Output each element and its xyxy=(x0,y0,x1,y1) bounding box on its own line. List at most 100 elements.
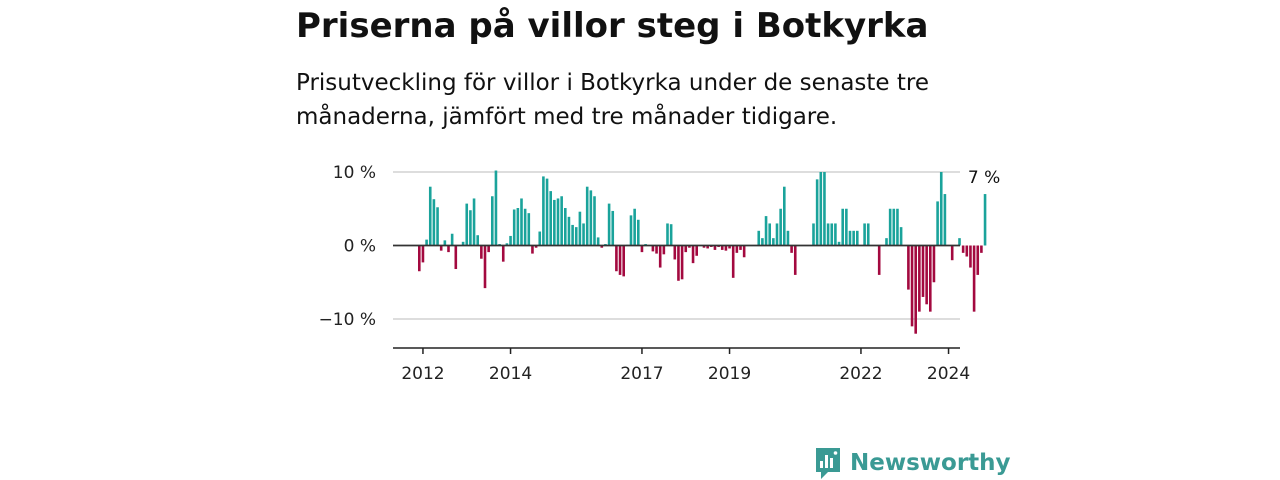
bar xyxy=(885,238,888,246)
bar xyxy=(958,238,961,246)
bar xyxy=(542,176,545,246)
bar xyxy=(600,245,604,248)
bar xyxy=(720,245,724,250)
bar xyxy=(939,172,943,246)
bar xyxy=(943,194,947,246)
bar xyxy=(618,245,622,275)
y-tick-label: −10 % xyxy=(319,310,376,330)
bar xyxy=(432,199,436,246)
bar xyxy=(972,245,976,312)
bar xyxy=(527,213,531,246)
brand-name: Newsworthy xyxy=(850,450,1011,476)
bar xyxy=(907,245,910,290)
bar xyxy=(501,245,505,262)
bar xyxy=(866,223,870,246)
bar xyxy=(483,245,487,289)
y-axis-tick-labels: 10 % 0 % −10 % xyxy=(319,163,376,330)
bar xyxy=(918,245,921,312)
bar xyxy=(925,245,928,305)
bar xyxy=(531,245,534,254)
bars xyxy=(418,170,987,334)
bar xyxy=(764,216,768,246)
x-tick-label: 2014 xyxy=(489,364,532,384)
bar xyxy=(677,245,680,281)
bar xyxy=(841,208,844,246)
last-value-label: 7 % xyxy=(968,168,1000,188)
bar xyxy=(815,179,819,246)
bar xyxy=(772,238,775,246)
bar xyxy=(666,223,669,246)
bar xyxy=(494,170,498,246)
bar xyxy=(848,230,852,246)
bar xyxy=(450,233,454,246)
bar xyxy=(713,245,717,250)
bar xyxy=(578,211,582,246)
bar xyxy=(684,245,688,253)
bar xyxy=(969,245,972,268)
bar xyxy=(961,245,965,253)
bar xyxy=(735,245,739,253)
bar xyxy=(454,245,458,270)
bar xyxy=(480,245,483,259)
bar xyxy=(921,245,925,297)
bar xyxy=(560,196,563,246)
bar xyxy=(673,245,677,260)
bar xyxy=(629,215,633,246)
bar xyxy=(549,191,552,246)
bar xyxy=(553,199,556,246)
bar xyxy=(793,245,797,275)
bar xyxy=(775,223,779,246)
bar xyxy=(637,219,640,246)
bar xyxy=(669,224,673,246)
bar xyxy=(476,235,479,246)
bar xyxy=(965,245,969,257)
y-tick-label: 0 % xyxy=(344,237,376,257)
bar xyxy=(505,243,509,246)
bar xyxy=(819,172,823,246)
bar xyxy=(615,245,618,272)
bar xyxy=(640,245,644,253)
x-tick-label: 2022 xyxy=(839,364,882,384)
bar xyxy=(929,245,932,312)
bar xyxy=(418,245,421,272)
bar xyxy=(658,245,662,268)
x-tick-label: 2012 xyxy=(401,364,444,384)
bar xyxy=(425,239,428,246)
y-tick-label: 10 % xyxy=(333,163,376,183)
bar xyxy=(662,245,666,255)
bar xyxy=(622,245,625,277)
bar xyxy=(823,172,826,246)
x-tick-label: 2024 xyxy=(927,364,970,384)
bar xyxy=(976,245,980,275)
bar xyxy=(607,203,611,246)
bar xyxy=(724,245,728,251)
bar xyxy=(845,208,848,246)
bar xyxy=(812,223,815,246)
bar xyxy=(983,194,987,246)
newsworthy-brand: Newsworthy xyxy=(814,446,1011,480)
bar xyxy=(768,223,771,246)
bar xyxy=(731,245,735,278)
bar xyxy=(786,230,790,246)
bar xyxy=(436,207,439,246)
bar xyxy=(534,245,538,248)
bar xyxy=(856,230,859,246)
bar xyxy=(564,208,567,246)
bar xyxy=(834,223,837,246)
bar xyxy=(877,245,881,275)
bar xyxy=(447,245,450,253)
bar xyxy=(691,245,695,264)
x-tick-label: 2019 xyxy=(708,364,751,384)
bar xyxy=(633,208,636,246)
bar xyxy=(439,245,443,251)
bar xyxy=(761,238,764,246)
gridlines xyxy=(393,171,960,320)
bar xyxy=(695,245,698,256)
bar-chart: 10 % 0 % −10 % 2012 2014 2017 2019 2022 2024 7 … xyxy=(319,163,1001,384)
bar xyxy=(830,223,834,246)
bar xyxy=(538,231,542,246)
bar xyxy=(910,245,914,327)
bar xyxy=(742,245,746,258)
newsworthy-logo-icon xyxy=(816,448,840,479)
bar xyxy=(585,186,589,246)
